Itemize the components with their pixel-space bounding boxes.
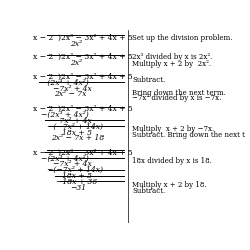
- Text: x − 2  )2x³ − 3x² + 4x + 5: x − 2 )2x³ − 3x² + 4x + 5: [33, 148, 133, 156]
- Text: Bring down the next term.: Bring down the next term.: [132, 89, 226, 97]
- Text: 2x²: 2x²: [70, 59, 82, 67]
- Text: −18x + 36: −18x + 36: [56, 178, 98, 186]
- Text: −7x² + 4x: −7x² + 4x: [52, 117, 91, 125]
- Text: 2x²: 2x²: [70, 40, 82, 48]
- Text: −(2x³ + 4x²): −(2x³ + 4x²): [41, 79, 89, 87]
- Text: 2x² − 7x + 18: 2x² − 7x + 18: [50, 134, 104, 142]
- Text: −(−7x² + 14x): −(−7x² + 14x): [47, 166, 103, 174]
- Text: Subtract.: Subtract.: [132, 186, 165, 194]
- Text: Set up the division problem.: Set up the division problem.: [132, 34, 232, 42]
- Text: x − 2  )2x³ − 3x² + 4x + 5: x − 2 )2x³ − 3x² + 4x + 5: [33, 53, 133, 61]
- Text: Multiply x + 2 by 18.: Multiply x + 2 by 18.: [132, 181, 206, 189]
- Text: −7x² divided by x is −7x.: −7x² divided by x is −7x.: [132, 94, 222, 102]
- Text: −7x² + 4x: −7x² + 4x: [52, 160, 91, 168]
- Text: Subtract. Bring down the next t: Subtract. Bring down the next t: [132, 131, 245, 139]
- Text: 18x + 5: 18x + 5: [62, 172, 92, 180]
- Text: 18x + 5: 18x + 5: [62, 129, 92, 137]
- Text: Multiply x + 2 by  2x².: Multiply x + 2 by 2x².: [132, 60, 211, 68]
- Text: Subtract.: Subtract.: [132, 76, 165, 84]
- Text: Multiply  x + 2 by −7x.: Multiply x + 2 by −7x.: [132, 125, 214, 133]
- Text: −(−7x² + 14x): −(−7x² + 14x): [47, 123, 103, 131]
- Text: −(2x³ + 4x²): −(2x³ + 4x²): [41, 154, 89, 162]
- Text: x − 2  )2x³ − 3x² + 4x + 5: x − 2 )2x³ − 3x² + 4x + 5: [33, 73, 133, 81]
- Text: 18x divided by x is 18.: 18x divided by x is 18.: [132, 157, 212, 165]
- Text: −(2x³ + 4x²): −(2x³ + 4x²): [41, 111, 89, 119]
- Text: x − 2  )2x³ − 3x² + 4x + 5: x − 2 )2x³ − 3x² + 4x + 5: [33, 34, 133, 42]
- Text: 2x² − 7x: 2x² − 7x: [54, 90, 87, 98]
- Text: −31: −31: [70, 184, 86, 192]
- Text: x − 2  )2x³ − 3x² + 4x + 5: x − 2 )2x³ − 3x² + 4x + 5: [33, 105, 133, 113]
- Text: 2x³ divided by x is 2x².: 2x³ divided by x is 2x².: [132, 53, 212, 61]
- Text: −7x² + 4x: −7x² + 4x: [52, 85, 91, 93]
